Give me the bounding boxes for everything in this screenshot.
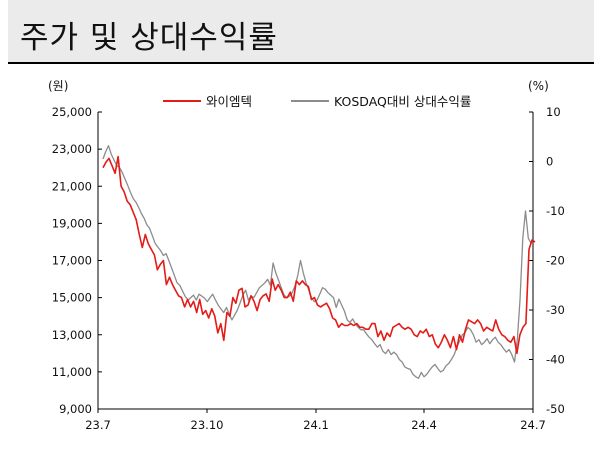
- title-bar: 주가 및 상대수익률: [8, 0, 594, 62]
- right-tick-label: 10: [546, 105, 561, 119]
- legend: 와이엠텍 KOSDAQ대비 상대수익률: [163, 94, 471, 109]
- relative-return-line: [102, 145, 532, 379]
- title-divider: [8, 62, 594, 64]
- left-axis-unit: (원): [48, 79, 68, 93]
- right-tick-label: -20: [546, 254, 565, 268]
- legend-label-relative-return: KOSDAQ대비 상대수익률: [334, 94, 471, 109]
- stock-price-line: [102, 155, 536, 355]
- page-title: 주가 및 상대수익률: [20, 20, 278, 56]
- right-tick-label: -10: [546, 204, 565, 218]
- legend-label-stock: 와이엠텍: [206, 94, 252, 109]
- x-tick-label: 24.4: [411, 418, 437, 432]
- right-tick-label: -30: [546, 303, 565, 317]
- x-tick-label: 23.7: [85, 418, 111, 432]
- axes: 9,000 11,000 13,000 15,000 17,000 19,000 21,00…: [52, 105, 565, 432]
- left-tick-label: 9,000: [59, 402, 92, 416]
- x-tick-label: 24.1: [303, 418, 329, 432]
- left-tick-label: 25,000: [52, 105, 92, 119]
- line-chart: (원) (%) 와이엠텍 KOSDAQ대비 상대수익률 9,000 11,000 1…: [48, 79, 565, 432]
- left-tick-label: 15,000: [52, 291, 92, 305]
- series-layer: [102, 145, 536, 379]
- x-tick-label: 24.7: [520, 418, 546, 432]
- left-tick-label: 13,000: [52, 328, 92, 342]
- right-tick-label: -40: [546, 353, 565, 367]
- left-tick-label: 11,000: [52, 365, 92, 379]
- left-tick-label: 17,000: [52, 254, 92, 268]
- right-axis-unit: (%): [528, 79, 549, 93]
- left-tick-label: 21,000: [52, 179, 92, 193]
- x-tick-label: 23.10: [191, 418, 224, 432]
- right-tick-label: -50: [546, 402, 565, 416]
- left-tick-label: 23,000: [52, 142, 92, 156]
- right-tick-label: 0: [546, 155, 553, 169]
- left-tick-label: 19,000: [52, 216, 92, 230]
